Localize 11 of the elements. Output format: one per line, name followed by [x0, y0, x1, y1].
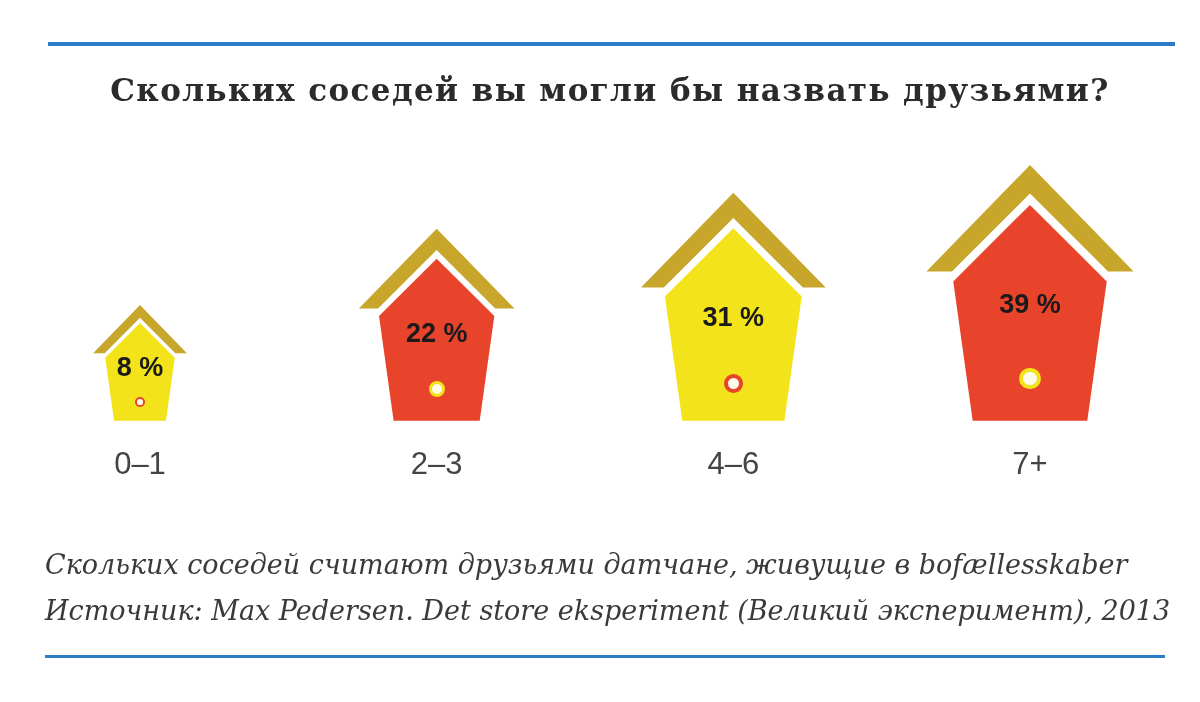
text: Источник: Max Pedersen. Det store eksperiment (Великий эксперимент), 2013 [45, 594, 1171, 628]
data-label: 8 % [116, 352, 164, 383]
category-label: 2–3 [410, 445, 463, 481]
text: Скольких соседей вы могли бы назвать друзьями? [109, 72, 1111, 108]
category-label: 4–6 [707, 445, 760, 481]
data-label: 31 % [702, 301, 765, 332]
text: Скольких соседей считают друзьями датчане, живущие в bofællesskaber [45, 548, 1130, 582]
data-label: 22 % [405, 317, 468, 348]
data-label: 39 % [999, 289, 1061, 320]
category-label: 0–1 [114, 445, 166, 481]
category-label: 7+ [1012, 445, 1048, 481]
